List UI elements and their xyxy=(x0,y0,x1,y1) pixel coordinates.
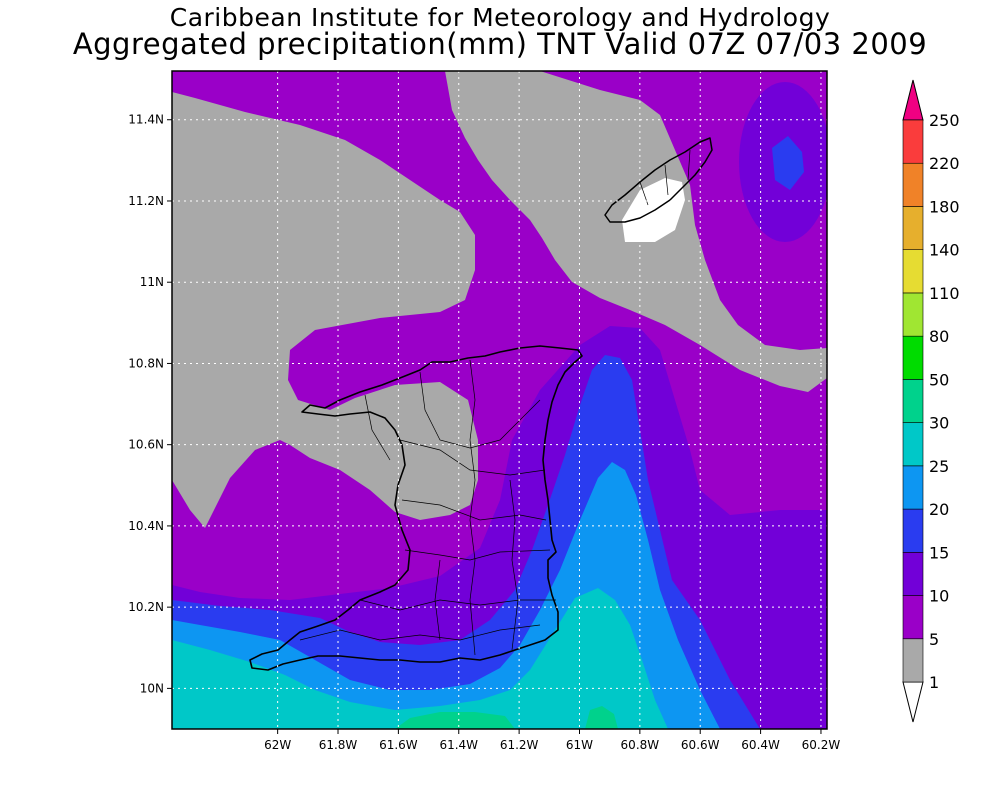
colorbar-label: 110 xyxy=(929,284,960,303)
lon-tick-label: 61.4W xyxy=(439,738,478,752)
trinidad-outline xyxy=(249,345,583,671)
colorbar-swatch xyxy=(902,119,924,164)
colorbar-bottom-triangle xyxy=(902,681,924,723)
latitude-axis: 10N 10.2N 10.4N 10.6N 10.8N 11N 11.2N 11.4N xyxy=(128,113,172,695)
longitude-axis: 62W 61.8W 61.6W 61.4W 61.2W 61W 60.8W 60.6W 60.4… xyxy=(264,729,840,752)
colorbar-swatch xyxy=(902,379,924,423)
colorbar-label: 220 xyxy=(929,154,960,173)
colorbar-label: 180 xyxy=(929,197,960,216)
lon-tick-label: 61.6W xyxy=(379,738,418,752)
colorbar-label: 140 xyxy=(929,241,960,260)
colorbar-swatch xyxy=(902,249,924,294)
colorbar-swatch xyxy=(902,206,924,250)
lat-tick-label: 10.6N xyxy=(128,438,164,452)
lat-tick-label: 11.4N xyxy=(128,113,164,127)
field-green-1 xyxy=(395,712,515,729)
colorbar-label: 30 xyxy=(929,414,949,433)
colorbar-label: 10 xyxy=(929,587,949,606)
colorbar-label: 80 xyxy=(929,327,949,346)
field-green-2 xyxy=(585,706,618,729)
lat-tick-label: 10.4N xyxy=(128,519,164,533)
colorbar-swatch xyxy=(902,638,924,683)
lat-tick-label: 10.2N xyxy=(128,600,164,614)
lat-tick-label: 10N xyxy=(140,681,164,695)
colorbar-label: 25 xyxy=(929,457,949,476)
colorbar-label: 5 xyxy=(929,630,939,649)
lat-tick-label: 11N xyxy=(140,275,164,289)
precipitation-field xyxy=(172,71,827,729)
lon-tick-label: 60.6W xyxy=(681,738,720,752)
colorbar-label: 20 xyxy=(929,500,949,519)
colorbar-label: 50 xyxy=(929,370,949,389)
colorbar-top-triangle xyxy=(902,79,924,121)
lat-tick-label: 11.2N xyxy=(128,194,164,208)
colorbar-swatch xyxy=(902,595,924,640)
map-subtitle: Aggregated precipitation(mm) TNT Valid 0… xyxy=(72,27,928,61)
lon-tick-label: 60.8W xyxy=(621,738,660,752)
lon-tick-label: 61.2W xyxy=(500,738,539,752)
lon-tick-label: 62W xyxy=(264,738,291,752)
colorbar-swatch xyxy=(902,465,924,510)
trinidad-boundaries xyxy=(299,359,556,656)
field-blue-ne xyxy=(772,136,804,190)
colorbar-swatch xyxy=(902,162,924,207)
lon-tick-label: 61.8W xyxy=(319,738,358,752)
map-grid xyxy=(172,71,827,729)
colorbar-label: 15 xyxy=(929,543,949,562)
colorbar-label: 1 xyxy=(929,673,939,692)
colorbar-swatch xyxy=(902,292,924,337)
lon-tick-label: 60.4W xyxy=(741,738,780,752)
lon-tick-label: 60.2W xyxy=(802,738,841,752)
colorbar-swatch xyxy=(902,335,924,380)
map-frame xyxy=(171,70,828,730)
map-title: Caribbean Institute for Meteorology and … xyxy=(169,3,831,32)
colorbar-swatch xyxy=(902,508,924,553)
field-cyan xyxy=(172,588,668,729)
colorbar-swatch xyxy=(902,552,924,596)
lon-tick-label: 61W xyxy=(566,738,593,752)
lat-tick-label: 10.8N xyxy=(128,356,164,370)
colorbar-swatch xyxy=(902,422,924,467)
colorbar-label: 250 xyxy=(929,111,960,130)
